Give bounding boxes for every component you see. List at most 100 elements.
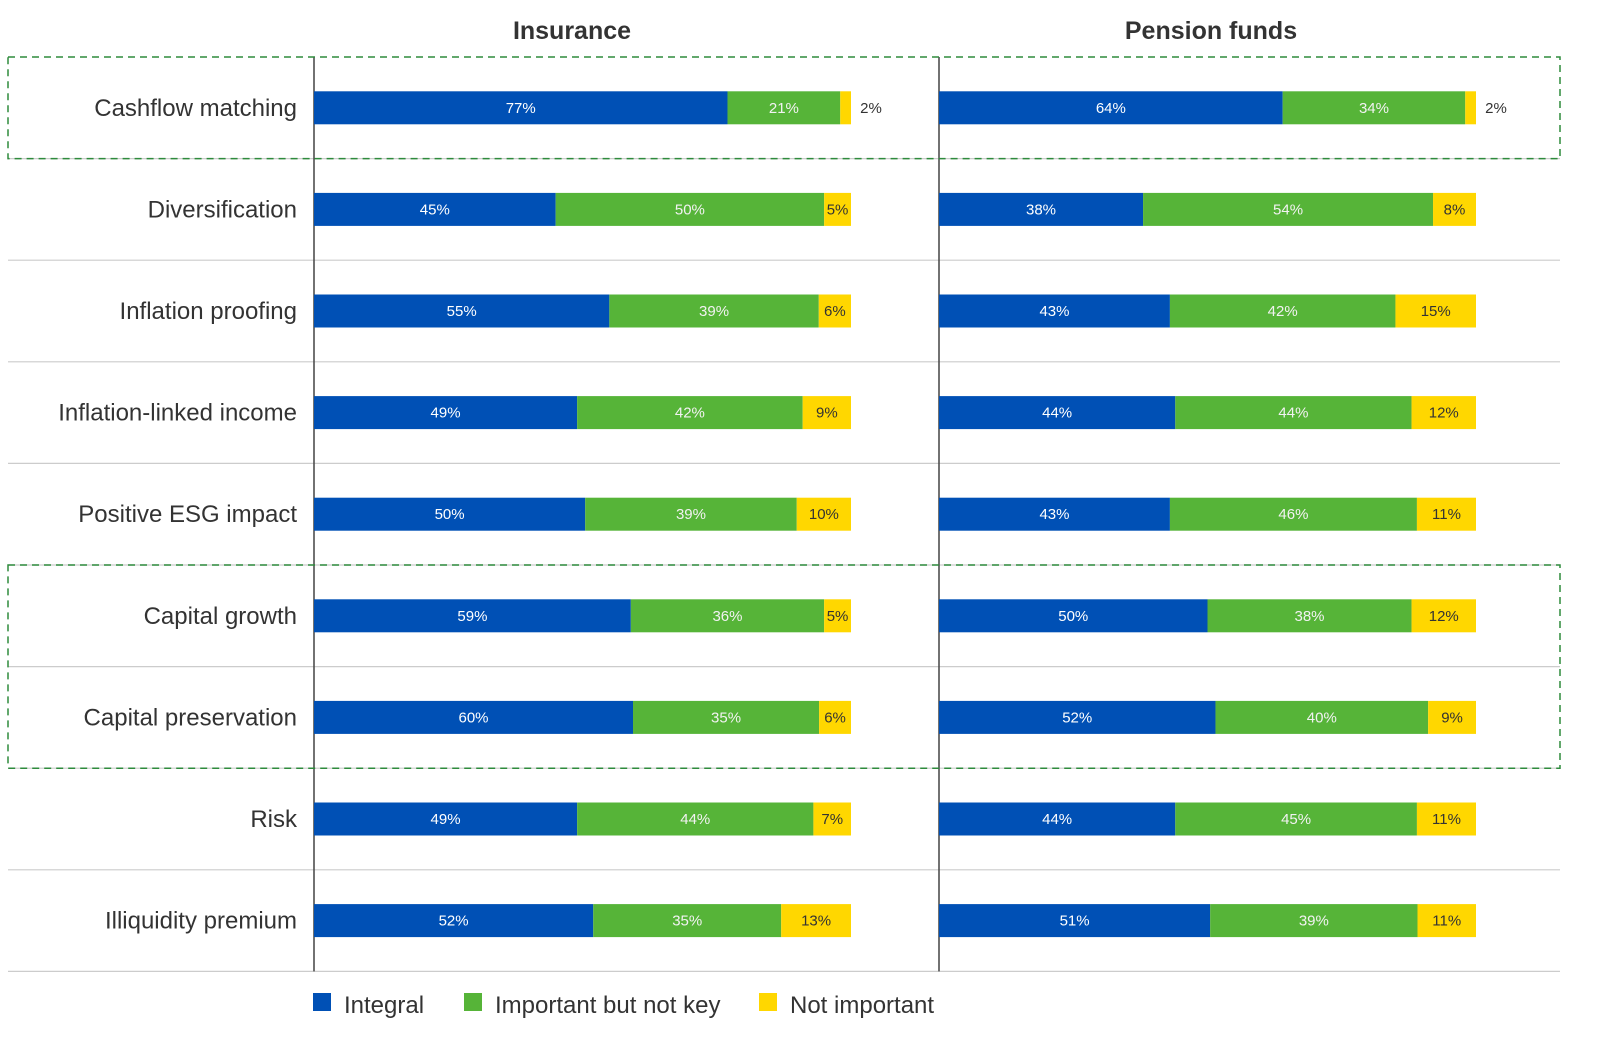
bar-segment-insurance-illiquidity-premium-important-but-not-key <box>593 904 782 938</box>
data-label-insurance-illiquidity-premium-integral: 52% <box>439 913 469 930</box>
data-label-pension-illiquidity-premium-important-but-not-key: 39% <box>1299 913 1329 930</box>
bar-segment-pension-diversification-important-but-not-key <box>1143 192 1434 226</box>
data-label-insurance-capital-preservation-integral: 60% <box>458 709 488 726</box>
data-label-pension-diversification-integral: 38% <box>1026 201 1056 218</box>
bar-segment-insurance-inflation-proofing-integral <box>314 294 610 328</box>
bar-segment-pension-capital-preservation-important-but-not-key <box>1215 700 1429 734</box>
data-label-insurance-risk-integral: 49% <box>431 811 461 828</box>
data-label-pension-cashflow-matching-integral: 64% <box>1096 100 1126 117</box>
bar-segment-insurance-capital-growth-integral <box>314 599 631 633</box>
bar-segment-pension-positive-esg-impact-not-important <box>1416 497 1476 531</box>
bar-segment-insurance-positive-esg-impact-integral <box>314 497 586 531</box>
bar-segment-insurance-capital-preservation-not-important <box>819 700 851 734</box>
bar-segment-insurance-inflation-linked-income-integral <box>314 396 578 430</box>
data-label-insurance-cashflow-matching-not-important: 2% <box>860 100 882 117</box>
bar-segment-pension-inflation-linked-income-not-important <box>1411 396 1476 430</box>
bar-segment-insurance-diversification-integral <box>314 192 556 226</box>
category-label-cashflow-matching: Cashflow matching <box>94 95 297 122</box>
data-label-insurance-diversification-important-but-not-key: 50% <box>675 201 705 218</box>
data-label-insurance-illiquidity-premium-not-important: 13% <box>801 913 831 930</box>
data-label-insurance-capital-preservation-important-but-not-key: 35% <box>711 709 741 726</box>
bar-segment-pension-capital-preservation-integral <box>939 700 1216 734</box>
data-label-insurance-cashflow-matching-integral: 77% <box>506 100 536 117</box>
bar-segment-pension-inflation-proofing-important-but-not-key <box>1169 294 1396 328</box>
data-label-pension-illiquidity-premium-not-important: 11% <box>1432 913 1461 930</box>
bar-segment-pension-cashflow-matching-important-but-not-key <box>1282 91 1466 125</box>
data-label-pension-capital-growth-important-but-not-key: 38% <box>1295 608 1325 625</box>
category-label-capital-preservation: Capital preservation <box>84 704 297 731</box>
bar-segment-pension-diversification-integral <box>939 192 1144 226</box>
bar-segment-insurance-positive-esg-impact-important-but-not-key <box>585 497 797 531</box>
data-label-insurance-inflation-linked-income-integral: 49% <box>431 405 461 422</box>
bar-segment-insurance-diversification-not-important <box>824 192 851 226</box>
data-label-pension-cashflow-matching-not-important: 2% <box>1485 100 1507 117</box>
data-label-pension-diversification-important-but-not-key: 54% <box>1273 201 1303 218</box>
bars: 77% 21% 2% 64% 34% 2% 45% 50% 5% 38% 54% 8% 55% 39% 6%… <box>314 91 1507 938</box>
data-label-insurance-diversification-integral: 45% <box>420 201 450 218</box>
data-label-insurance-cashflow-matching-important-but-not-key: 21% <box>769 100 799 117</box>
legend-swatch-not-important <box>759 993 777 1011</box>
category-label-inflation-linked-income: Inflation-linked income <box>58 400 297 427</box>
bar-segment-insurance-risk-important-but-not-key <box>577 802 814 836</box>
bar-segment-insurance-cashflow-matching-important-but-not-key <box>727 91 841 125</box>
bar-segment-pension-risk-important-but-not-key <box>1175 802 1417 836</box>
bar-segment-insurance-illiquidity-premium-integral <box>314 904 594 938</box>
category-label-diversification: Diversification <box>148 196 297 223</box>
bar-segment-pension-illiquidity-premium-important-but-not-key <box>1210 904 1418 938</box>
data-label-pension-inflation-proofing-integral: 43% <box>1039 303 1069 320</box>
legend-swatch-important-but-not-key <box>464 993 482 1011</box>
data-label-insurance-inflation-proofing-important-but-not-key: 39% <box>699 303 729 320</box>
bar-segment-pension-capital-growth-important-but-not-key <box>1207 599 1412 633</box>
data-label-insurance-risk-important-but-not-key: 44% <box>680 811 710 828</box>
data-label-insurance-inflation-linked-income-not-important: 9% <box>816 405 838 422</box>
bar-segment-pension-inflation-linked-income-integral <box>939 396 1176 430</box>
data-label-insurance-capital-preservation-not-important: 6% <box>824 709 846 726</box>
bar-segment-pension-risk-integral <box>939 802 1176 836</box>
bar-segment-pension-capital-preservation-not-important <box>1428 700 1476 734</box>
bar-segment-pension-positive-esg-impact-important-but-not-key <box>1169 497 1417 531</box>
bar-segment-insurance-inflation-proofing-not-important <box>818 294 851 328</box>
panel-title-insurance: Insurance <box>513 17 631 45</box>
data-label-pension-capital-growth-integral: 50% <box>1058 608 1088 625</box>
bar-segment-insurance-risk-not-important <box>813 802 851 836</box>
data-label-insurance-illiquidity-premium-important-but-not-key: 35% <box>672 913 702 930</box>
bar-segment-pension-inflation-proofing-integral <box>939 294 1170 328</box>
bar-segment-insurance-cashflow-matching-not-important <box>840 91 851 125</box>
data-label-pension-inflation-linked-income-not-important: 12% <box>1429 405 1459 422</box>
data-label-insurance-diversification-not-important: 5% <box>827 201 849 218</box>
data-label-pension-inflation-proofing-not-important: 15% <box>1421 303 1451 320</box>
bar-segment-insurance-capital-growth-important-but-not-key <box>630 599 825 633</box>
legend-label-integral: Integral <box>344 992 424 1019</box>
bar-segment-insurance-capital-preservation-important-but-not-key <box>633 700 820 734</box>
data-label-insurance-positive-esg-impact-important-but-not-key: 39% <box>676 506 706 523</box>
bar-segment-pension-cashflow-matching-not-important <box>1465 91 1476 125</box>
bar-segment-insurance-capital-growth-not-important <box>824 599 851 633</box>
highlight-box-2 <box>7 564 1561 769</box>
data-label-insurance-inflation-linked-income-important-but-not-key: 42% <box>675 405 705 422</box>
bar-segment-insurance-illiquidity-premium-not-important <box>781 904 851 938</box>
bar-segment-insurance-diversification-important-but-not-key <box>555 192 825 226</box>
bar-segment-insurance-risk-integral <box>314 802 578 836</box>
category-label-inflation-proofing: Inflation proofing <box>120 298 297 325</box>
data-label-pension-risk-important-but-not-key: 45% <box>1281 811 1311 828</box>
data-label-pension-capital-preservation-important-but-not-key: 40% <box>1307 709 1337 726</box>
data-label-insurance-positive-esg-impact-integral: 50% <box>435 506 465 523</box>
data-label-pension-positive-esg-impact-important-but-not-key: 46% <box>1278 506 1308 523</box>
data-label-pension-risk-not-important: 11% <box>1432 811 1461 828</box>
bar-segment-insurance-cashflow-matching-integral <box>314 91 728 125</box>
bar-segment-pension-capital-growth-not-important <box>1411 599 1476 633</box>
data-label-pension-capital-growth-not-important: 12% <box>1429 608 1459 625</box>
bar-segment-pension-positive-esg-impact-integral <box>939 497 1170 531</box>
legend-swatch-integral <box>313 993 331 1011</box>
data-label-insurance-capital-growth-important-but-not-key: 36% <box>712 608 742 625</box>
category-labels: Cashflow matching Diversification Inflatio… <box>58 95 298 935</box>
panel-titles: Insurance Pension funds <box>513 17 1297 45</box>
highlight-box-1 <box>7 56 1561 160</box>
data-label-pension-positive-esg-impact-not-important: 11% <box>1432 506 1461 523</box>
data-label-pension-diversification-not-important: 8% <box>1444 201 1466 218</box>
data-label-pension-capital-preservation-not-important: 9% <box>1441 709 1463 726</box>
category-label-positive-esg-impact: Positive ESG impact <box>78 501 297 528</box>
data-label-insurance-inflation-proofing-integral: 55% <box>447 303 477 320</box>
data-label-pension-cashflow-matching-important-but-not-key: 34% <box>1359 100 1389 117</box>
